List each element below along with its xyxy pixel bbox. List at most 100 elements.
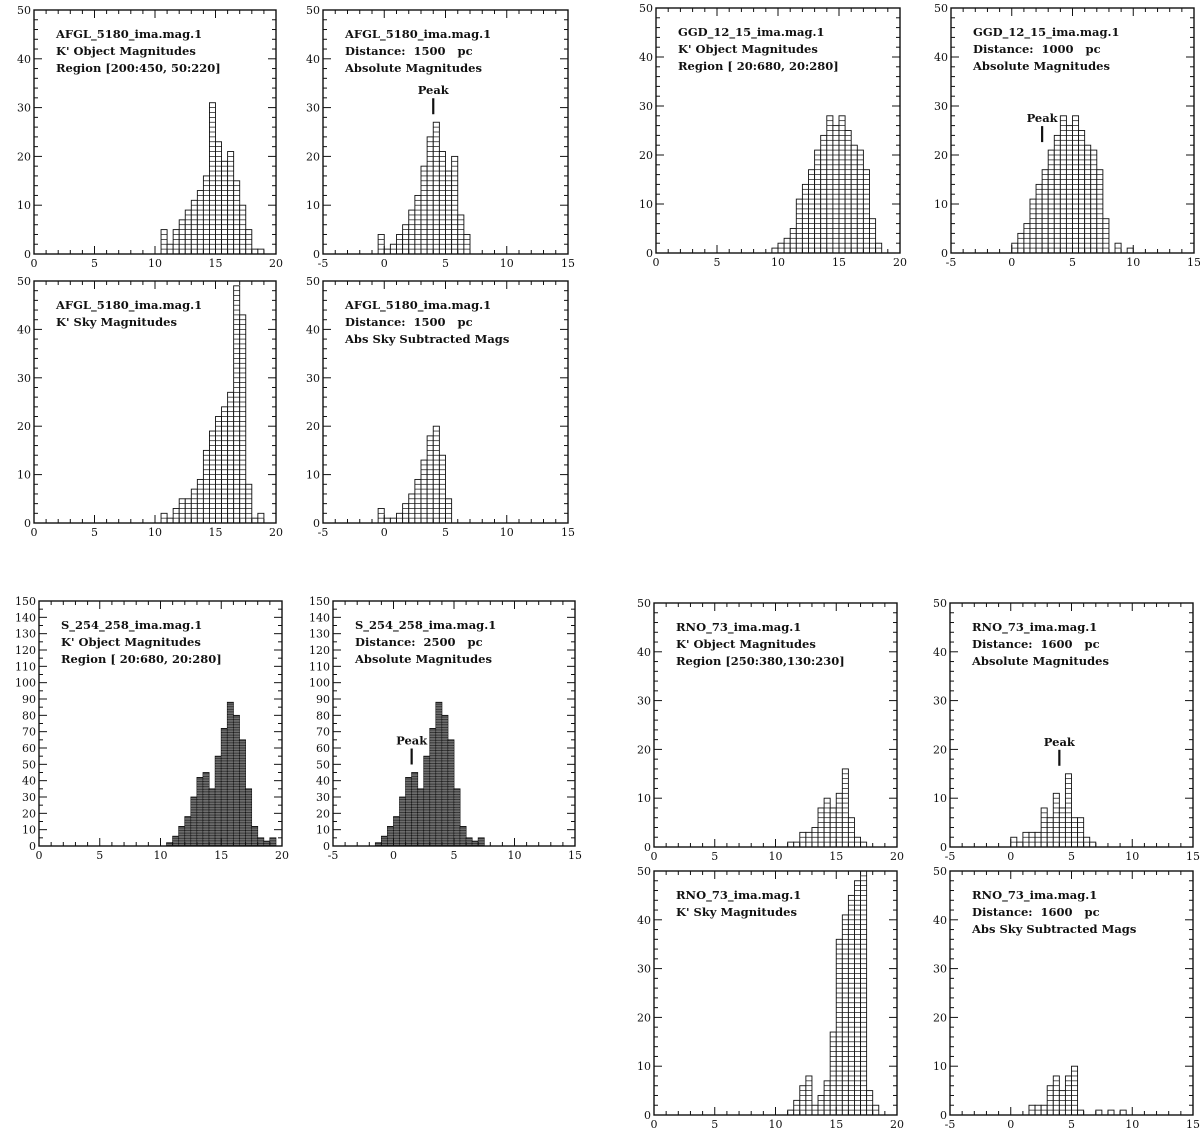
panel-text-line: K' Object Magnitudes xyxy=(678,42,818,56)
x-tick-label: 0 xyxy=(31,257,38,270)
x-tick-label: 5 xyxy=(451,849,458,862)
histogram-bar xyxy=(202,175,210,255)
y-tick-label: 40 xyxy=(306,323,320,336)
histogram-bar xyxy=(854,836,861,848)
panel-text-line: Absolute Magnitudes xyxy=(354,652,492,666)
histogram-bar xyxy=(832,125,840,254)
histogram-bar xyxy=(771,247,779,254)
x-tick-label: 0 xyxy=(36,849,43,862)
histogram-bar xyxy=(172,508,180,524)
histogram-bar xyxy=(860,841,868,848)
y-tick-label: 50 xyxy=(637,597,651,610)
peak-label: Peak xyxy=(1044,735,1076,749)
histogram-bar xyxy=(847,817,855,848)
histogram-bar xyxy=(811,827,819,848)
x-tick-label: 0 xyxy=(1007,1118,1014,1131)
y-tick-label: 0 xyxy=(24,248,31,261)
y-tick-label: 20 xyxy=(22,807,36,820)
histogram-bar xyxy=(1016,841,1024,848)
histogram-bar xyxy=(438,151,446,255)
y-tick-label: 40 xyxy=(637,914,651,927)
panel-text-line: Distance: 1500 pc xyxy=(345,44,473,58)
histogram-bar xyxy=(196,777,204,847)
panel-text-line: Distance: 1000 pc xyxy=(973,42,1101,56)
panel-text-line: K' Sky Magnitudes xyxy=(676,905,797,919)
y-tick-label: 40 xyxy=(17,323,31,336)
histogram-bar xyxy=(862,169,870,254)
panel-text-line: GGD_12_15_ima.mag.1 xyxy=(973,25,1120,40)
histogram-bar xyxy=(160,512,168,524)
chart-afgl-abs: -5 0 5 10 1501020304050AFGL_5180_ima.mag.1Di… xyxy=(306,4,575,270)
histogram-bar xyxy=(463,234,471,255)
y-tick-label: 40 xyxy=(933,646,947,659)
histogram-bar xyxy=(214,755,222,847)
y-tick-label: 50 xyxy=(306,275,320,288)
panel-text-line: AFGL_5180_ima.mag.1 xyxy=(344,27,491,42)
x-tick-label: 15 xyxy=(561,257,575,270)
histogram-bar xyxy=(420,165,428,255)
histogram-bar xyxy=(1077,817,1085,848)
histogram-bar xyxy=(1065,125,1073,254)
x-tick-label: 0 xyxy=(381,257,388,270)
panel-text-line: Distance: 1600 pc xyxy=(972,905,1100,919)
x-tick-label: 10 xyxy=(1125,850,1139,863)
y-tick-label: 80 xyxy=(316,709,330,722)
histogram-bar xyxy=(1023,223,1031,254)
histogram-bar xyxy=(1071,1065,1079,1116)
y-tick-label: 50 xyxy=(17,4,31,17)
histogram-bar xyxy=(1046,817,1054,848)
y-tick-label: 10 xyxy=(933,1060,947,1073)
y-tick-label: 70 xyxy=(316,726,330,739)
x-tick-label: 0 xyxy=(1007,850,1014,863)
histogram-bar xyxy=(233,180,241,255)
histogram-bar xyxy=(233,285,241,524)
y-tick-label: 30 xyxy=(22,791,36,804)
panel-text-line: GGD_12_15_ima.mag.1 xyxy=(678,25,825,40)
histogram-bar xyxy=(257,248,265,255)
histogram-bar xyxy=(860,870,868,1116)
histogram-bar xyxy=(414,194,422,255)
histogram-bar xyxy=(226,701,234,847)
y-tick-label: 20 xyxy=(933,1011,947,1024)
histogram-bar xyxy=(793,841,801,848)
panel-text-line: AFGL_5180_ima.mag.1 xyxy=(55,298,202,313)
histogram-bar xyxy=(1084,144,1092,254)
histogram-bar xyxy=(457,214,465,255)
histogram-bar xyxy=(805,831,813,848)
x-tick-label: -5 xyxy=(318,526,329,539)
x-tick-label: 5 xyxy=(442,257,449,270)
x-tick-label: 20 xyxy=(275,849,289,862)
histogram-bar xyxy=(477,837,485,847)
histogram-bar xyxy=(432,121,440,255)
histogram-bar xyxy=(208,102,216,255)
y-tick-label: 40 xyxy=(934,51,948,64)
chart-s254-obj: 0 5 10 15 2001020304050607080901001101201301… xyxy=(15,595,289,862)
panel-text-line: Distance: 1500 pc xyxy=(345,315,473,329)
histogram-bar xyxy=(257,837,265,847)
histogram-bar xyxy=(396,512,404,524)
y-tick-label: 140 xyxy=(15,611,36,624)
chart-rno-obj: 0 5 10 15 20 0 10 20 30 40 50 RNO_73_ima.mag.1 K' Ob… xyxy=(637,597,904,863)
x-tick-label: 0 xyxy=(653,256,660,269)
histogram-bar xyxy=(805,1075,813,1116)
y-tick-label: 10 xyxy=(316,824,330,837)
histogram-bar xyxy=(405,777,413,847)
y-tick-label: 130 xyxy=(15,628,36,641)
y-tick-label: 10 xyxy=(306,199,320,212)
histogram-bar xyxy=(856,149,864,254)
y-tick-label: 100 xyxy=(15,677,36,690)
x-tick-label: 15 xyxy=(568,849,582,862)
histogram-bar xyxy=(875,242,883,254)
histogram-bar xyxy=(1089,841,1097,848)
histogram-bar xyxy=(383,517,391,524)
histogram-bar xyxy=(1096,169,1104,254)
histogram-bar xyxy=(844,130,852,254)
y-tick-label: 70 xyxy=(22,726,36,739)
histogram-bar xyxy=(202,449,210,524)
histogram-bar xyxy=(777,242,785,254)
histogram-bar xyxy=(847,894,855,1116)
x-tick-label: 0 xyxy=(651,1118,658,1131)
histogram-bar xyxy=(445,170,453,255)
x-tick-label: 5 xyxy=(1069,256,1076,269)
y-tick-label: 10 xyxy=(933,792,947,805)
